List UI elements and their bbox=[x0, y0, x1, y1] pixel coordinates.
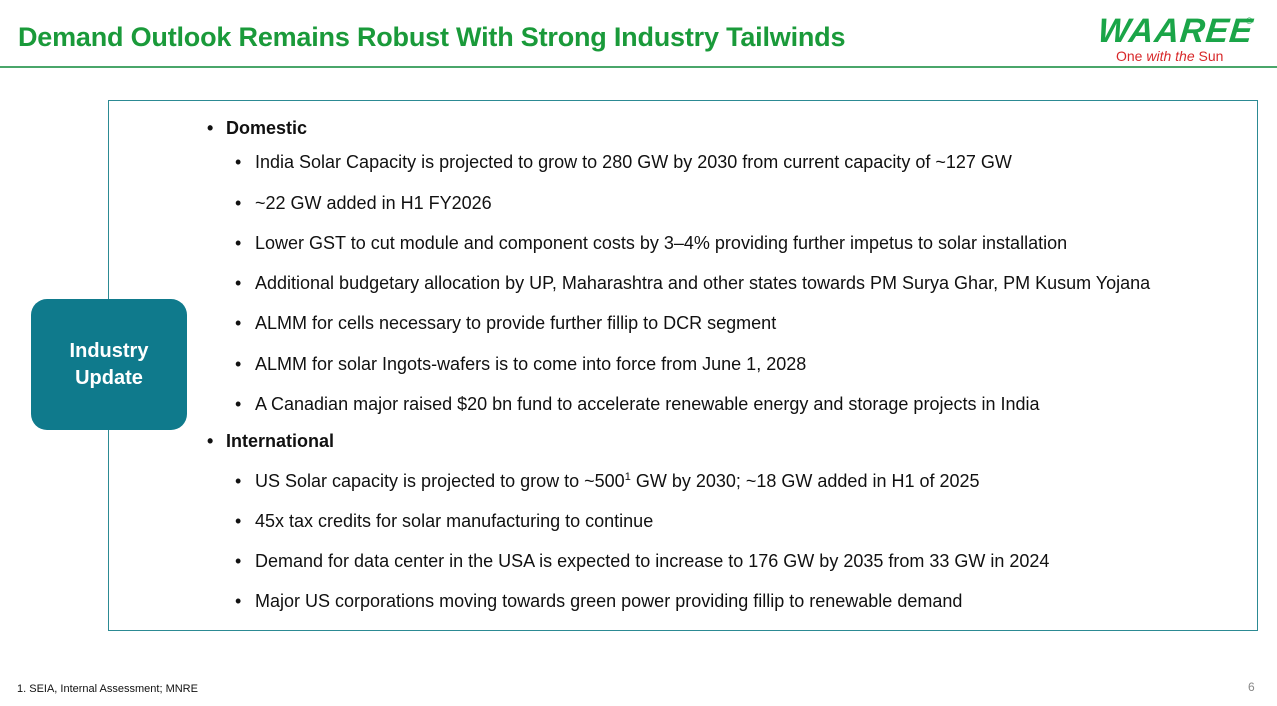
logo-wordmark: WAAREE bbox=[1096, 12, 1256, 50]
section-heading-international: International bbox=[207, 431, 334, 452]
list-item: • Lower GST to cut module and component c… bbox=[235, 233, 1068, 253]
footnote-ref: 1 bbox=[624, 471, 631, 483]
logo-tagline: One with the Sun bbox=[1116, 48, 1223, 64]
footnote: 1. SEIA, Internal Assessment; MNRE bbox=[17, 683, 198, 695]
industry-update-badge: Industry Update bbox=[31, 299, 187, 430]
logo-tagline-end: Sun bbox=[1194, 48, 1224, 64]
list-item: • ~22 GW added in H1 FY2026 bbox=[235, 193, 492, 213]
list-item: • ALMM for solar Ingots-wafers is to come… bbox=[235, 354, 807, 374]
waaree-logo: WAAREE ® One with the Sun bbox=[1096, 12, 1260, 66]
list-item: • US Solar capacity is projected to grow … bbox=[235, 471, 980, 491]
page-title: Demand Outlook Remains Robust With Stron… bbox=[18, 22, 846, 52]
title-divider bbox=[0, 66, 1277, 68]
list-item: • Major US corporations moving towards gr… bbox=[235, 591, 963, 611]
list-item: • India Solar Capacity is projected to gr… bbox=[235, 152, 1012, 172]
list-item: • A Canadian major raised $20 bn fund to … bbox=[235, 394, 1040, 414]
list-item: • 45x tax credits for solar manufacturing… bbox=[235, 511, 654, 531]
logo-tagline-start: One bbox=[1116, 48, 1147, 64]
section-heading-domestic: Domestic bbox=[207, 118, 307, 139]
logo-tagline-middle: with the bbox=[1146, 48, 1195, 64]
page-number: 6 bbox=[1248, 680, 1255, 694]
list-item: • ALMM for cells necessary to provide fur… bbox=[235, 313, 777, 333]
badge-label: Industry Update bbox=[69, 339, 149, 389]
logo-registered-mark: ® bbox=[1246, 16, 1253, 26]
list-item: • Demand for data center in the USA is ex… bbox=[235, 551, 1050, 571]
list-item: • Additional budgetary allocation by UP, … bbox=[235, 273, 1151, 293]
